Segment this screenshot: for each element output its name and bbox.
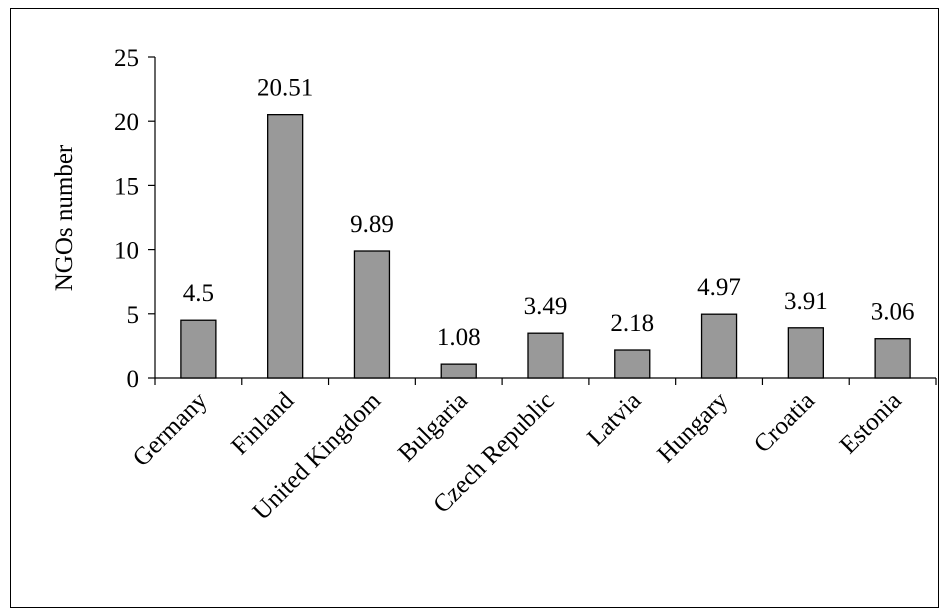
chart-frame xyxy=(10,8,939,608)
y-axis-title: NGOs number xyxy=(51,144,78,291)
y-tick-label: 20 xyxy=(114,109,139,136)
y-tick-label: 25 xyxy=(114,45,139,72)
data-label: 1.08 xyxy=(437,324,481,351)
category-label: Hungary xyxy=(652,387,733,468)
y-tick-label: 15 xyxy=(114,173,139,200)
data-label: 9.89 xyxy=(350,211,394,238)
bar xyxy=(787,327,824,379)
data-label: 3.49 xyxy=(524,293,568,320)
y-tick-label: 10 xyxy=(114,238,139,265)
data-label: 3.91 xyxy=(784,288,828,315)
bar xyxy=(267,114,304,379)
bar xyxy=(614,349,651,379)
y-tick-label: 5 xyxy=(127,302,140,329)
bar xyxy=(180,319,217,379)
bar xyxy=(440,363,477,379)
data-label: 4.5 xyxy=(183,280,214,307)
category-label: Croatia xyxy=(749,387,820,458)
category-label: Latvia xyxy=(582,387,646,451)
bar xyxy=(527,332,564,379)
bar xyxy=(353,250,391,379)
data-label: 4.97 xyxy=(697,274,741,301)
y-tick-label: 0 xyxy=(127,366,140,393)
category-label: Estonia xyxy=(835,387,907,459)
category-label: Germany xyxy=(128,387,213,472)
data-label: 2.18 xyxy=(610,310,654,337)
category-label: Bulgaria xyxy=(393,387,473,467)
bar xyxy=(700,313,738,379)
data-label: 20.51 xyxy=(257,75,313,102)
category-label: Finland xyxy=(226,387,299,460)
bar xyxy=(874,338,911,379)
data-label: 3.06 xyxy=(871,299,915,326)
